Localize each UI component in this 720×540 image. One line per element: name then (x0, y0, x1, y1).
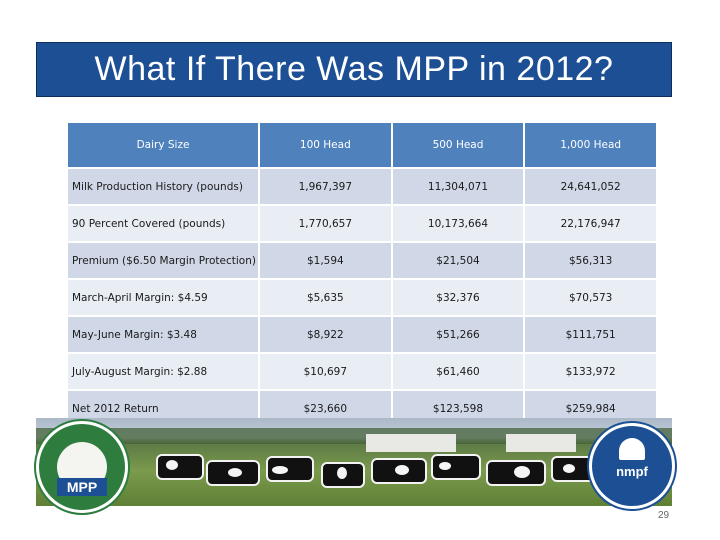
tree-line (36, 428, 672, 444)
cow-shape (431, 454, 481, 480)
table-row: Milk Production History (pounds) 1,967,3… (68, 169, 656, 204)
cow-shape (371, 458, 427, 484)
row-label: May-June Margin: $3.48 (68, 317, 258, 352)
table-row: 90 Percent Covered (pounds) 1,770,657 10… (68, 206, 656, 241)
cow-shape (266, 456, 314, 482)
table-cell: $51,266 (392, 317, 524, 352)
table-cell: $111,751 (525, 317, 656, 352)
table-row: May-June Margin: $3.48 $8,922 $51,266 $1… (68, 317, 656, 352)
table-row: Premium ($6.50 Margin Protection) $1,594… (68, 243, 656, 278)
cows-photo (36, 418, 672, 506)
table-header-row: Dairy Size 100 Head 500 Head 1,000 Head (68, 123, 656, 167)
table-cell: 24,641,052 (525, 169, 656, 204)
table-row: July-August Margin: $2.88 $10,697 $61,46… (68, 354, 656, 389)
table-cell: 1,770,657 (260, 206, 391, 241)
cow-shape (206, 460, 260, 486)
barn-shape (366, 434, 456, 452)
nmpf-logo: nmpf (589, 423, 675, 509)
data-table: Dairy Size 100 Head 500 Head 1,000 Head … (66, 121, 658, 428)
table-cell: 22,176,947 (525, 206, 656, 241)
header-1000-head: 1,000 Head (525, 123, 656, 167)
table-cell: 1,967,397 (260, 169, 391, 204)
row-label: Premium ($6.50 Margin Protection) (68, 243, 258, 278)
table-cell: $8,922 (260, 317, 391, 352)
table-row: March-April Margin: $4.59 $5,635 $32,376… (68, 280, 656, 315)
header-500-head: 500 Head (392, 123, 524, 167)
row-label: 90 Percent Covered (pounds) (68, 206, 258, 241)
barn-shape (506, 434, 576, 452)
cow-shape (156, 454, 204, 480)
header-100-head: 100 Head (260, 123, 391, 167)
slide-title: What If There Was MPP in 2012? (94, 50, 614, 88)
header-dairy-size: Dairy Size (68, 123, 258, 167)
table-cell: $21,504 (392, 243, 524, 278)
mpp-logo: MPP (36, 421, 128, 513)
row-label: July-August Margin: $2.88 (68, 354, 258, 389)
table-cell: $56,313 (525, 243, 656, 278)
table-cell: 11,304,071 (392, 169, 524, 204)
table-cell: 10,173,664 (392, 206, 524, 241)
table-cell: $32,376 (392, 280, 524, 315)
cow-shape (486, 460, 546, 486)
table-cell: $5,635 (260, 280, 391, 315)
row-label: Milk Production History (pounds) (68, 169, 258, 204)
capitol-dome-icon (619, 438, 645, 460)
cow-shape (321, 462, 365, 488)
table-cell: $133,972 (525, 354, 656, 389)
table-cell: $70,573 (525, 280, 656, 315)
mpp-logo-text: MPP (57, 478, 107, 496)
page-number: 29 (658, 510, 670, 521)
table-container: Dairy Size 100 Head 500 Head 1,000 Head … (66, 121, 658, 426)
table-cell: $61,460 (392, 354, 524, 389)
table-cell: $1,594 (260, 243, 391, 278)
nmpf-logo-text: nmpf (616, 464, 648, 479)
row-label: March-April Margin: $4.59 (68, 280, 258, 315)
table-cell: $10,697 (260, 354, 391, 389)
title-bar: What If There Was MPP in 2012? (36, 42, 672, 97)
